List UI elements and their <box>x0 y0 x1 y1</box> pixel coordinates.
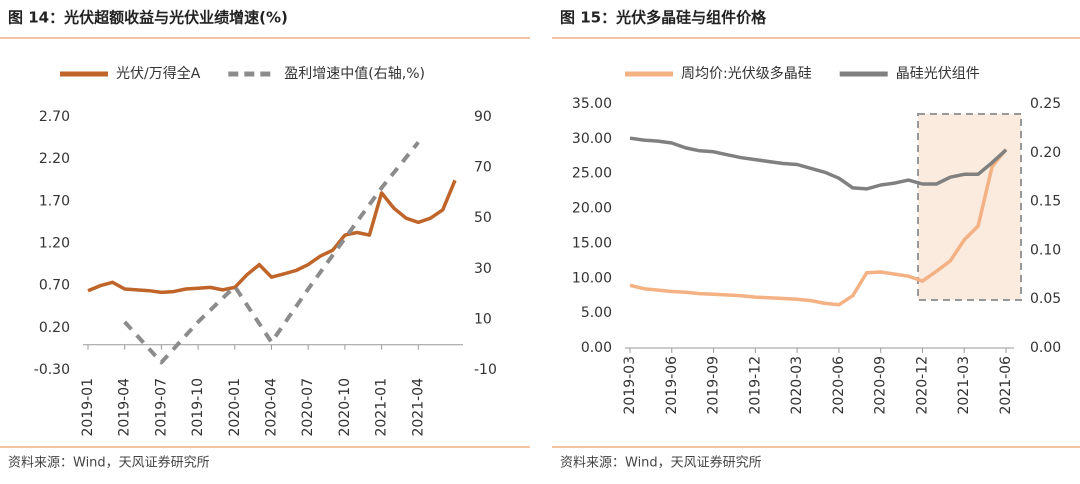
x-tick-label: 2020-12 <box>914 356 930 415</box>
x-tick-label: 2021-03 <box>956 356 972 415</box>
y2-tick-label: 10 <box>474 311 492 327</box>
series-line <box>87 179 457 295</box>
y2-tick-label: 0.05 <box>1030 291 1061 307</box>
y-tick-label: -0.30 <box>34 362 70 378</box>
source: 资料来源：Wind，天风证券研究所 <box>560 455 762 471</box>
x-tick-label: 2019-07 <box>153 378 169 437</box>
y2-tick-label: 0.20 <box>1030 145 1061 161</box>
x-tick-label: 2019-06 <box>664 356 680 415</box>
legend-label: 晶硅光伏组件 <box>896 66 980 82</box>
x-tick-label: 2020-09 <box>873 356 889 415</box>
y-tick-label: 30.00 <box>572 131 612 147</box>
y2-tick-label: 30 <box>474 261 492 277</box>
y-tick-label: 0.20 <box>39 320 70 336</box>
y2-tick-label: -10 <box>474 362 497 378</box>
x-tick-label: 2019-10 <box>190 378 206 437</box>
y-tick-label: 1.20 <box>39 236 70 252</box>
x-tick-label: 2020-10 <box>337 378 353 437</box>
x-tick-label: 2020-03 <box>789 356 805 415</box>
x-tick-label: 2021-06 <box>998 356 1014 415</box>
y2-tick-label: 50 <box>474 210 492 226</box>
x-tick-label: 2019-01 <box>80 378 96 437</box>
y-tick-label: 0.00 <box>581 340 612 356</box>
legend-label: 周均价:光伏级多晶硅 <box>681 65 812 82</box>
highlight-box <box>917 113 1022 301</box>
y2-tick-label: 0.10 <box>1030 242 1061 258</box>
y-tick-label: 0.70 <box>39 278 70 294</box>
legend-label: 盈利增速中值(右轴,%) <box>284 66 425 82</box>
chart-title: 图 14：光伏超额收益与光伏业绩增速(%) <box>8 9 288 27</box>
y-tick-label: 10.00 <box>572 270 612 286</box>
x-tick-label: 2021-01 <box>374 378 390 437</box>
y-tick-label: 5.00 <box>581 305 612 321</box>
x-tick-label: 2020-07 <box>300 378 316 437</box>
y-tick-label: 2.20 <box>39 151 70 167</box>
x-tick-label: 2020-06 <box>831 356 847 415</box>
source: 资料来源：Wind，天风证券研究所 <box>8 455 210 471</box>
chart-title: 图 15：光伏多晶硅与组件价格 <box>560 9 767 27</box>
x-tick-label: 2020-04 <box>264 378 280 437</box>
series-line <box>123 141 420 365</box>
y-tick-label: 2.70 <box>39 109 70 125</box>
x-tick-label: 2019-12 <box>747 356 763 415</box>
x-tick-label: 2020-01 <box>227 378 243 437</box>
y2-tick-label: 90 <box>474 109 492 125</box>
x-tick-label: 2019-09 <box>706 356 722 415</box>
y2-tick-label: 70 <box>474 160 492 176</box>
series-line <box>629 136 1008 191</box>
y2-tick-label: 0.00 <box>1030 340 1061 356</box>
y2-tick-label: 0.25 <box>1030 96 1061 112</box>
y-tick-label: 15.00 <box>572 235 612 251</box>
y-tick-label: 35.00 <box>572 96 612 112</box>
y-tick-label: 20.00 <box>572 201 612 217</box>
x-tick-label: 2019-04 <box>117 378 133 437</box>
x-tick-label: 2021-04 <box>410 378 426 437</box>
series-line <box>629 148 1008 307</box>
x-tick-label: 2019-03 <box>622 356 638 415</box>
y2-tick-label: 0.15 <box>1030 194 1061 210</box>
y-tick-label: 1.70 <box>39 193 70 209</box>
y-tick-label: 25.00 <box>572 166 612 182</box>
legend-label: 光伏/万得全A <box>116 65 201 82</box>
